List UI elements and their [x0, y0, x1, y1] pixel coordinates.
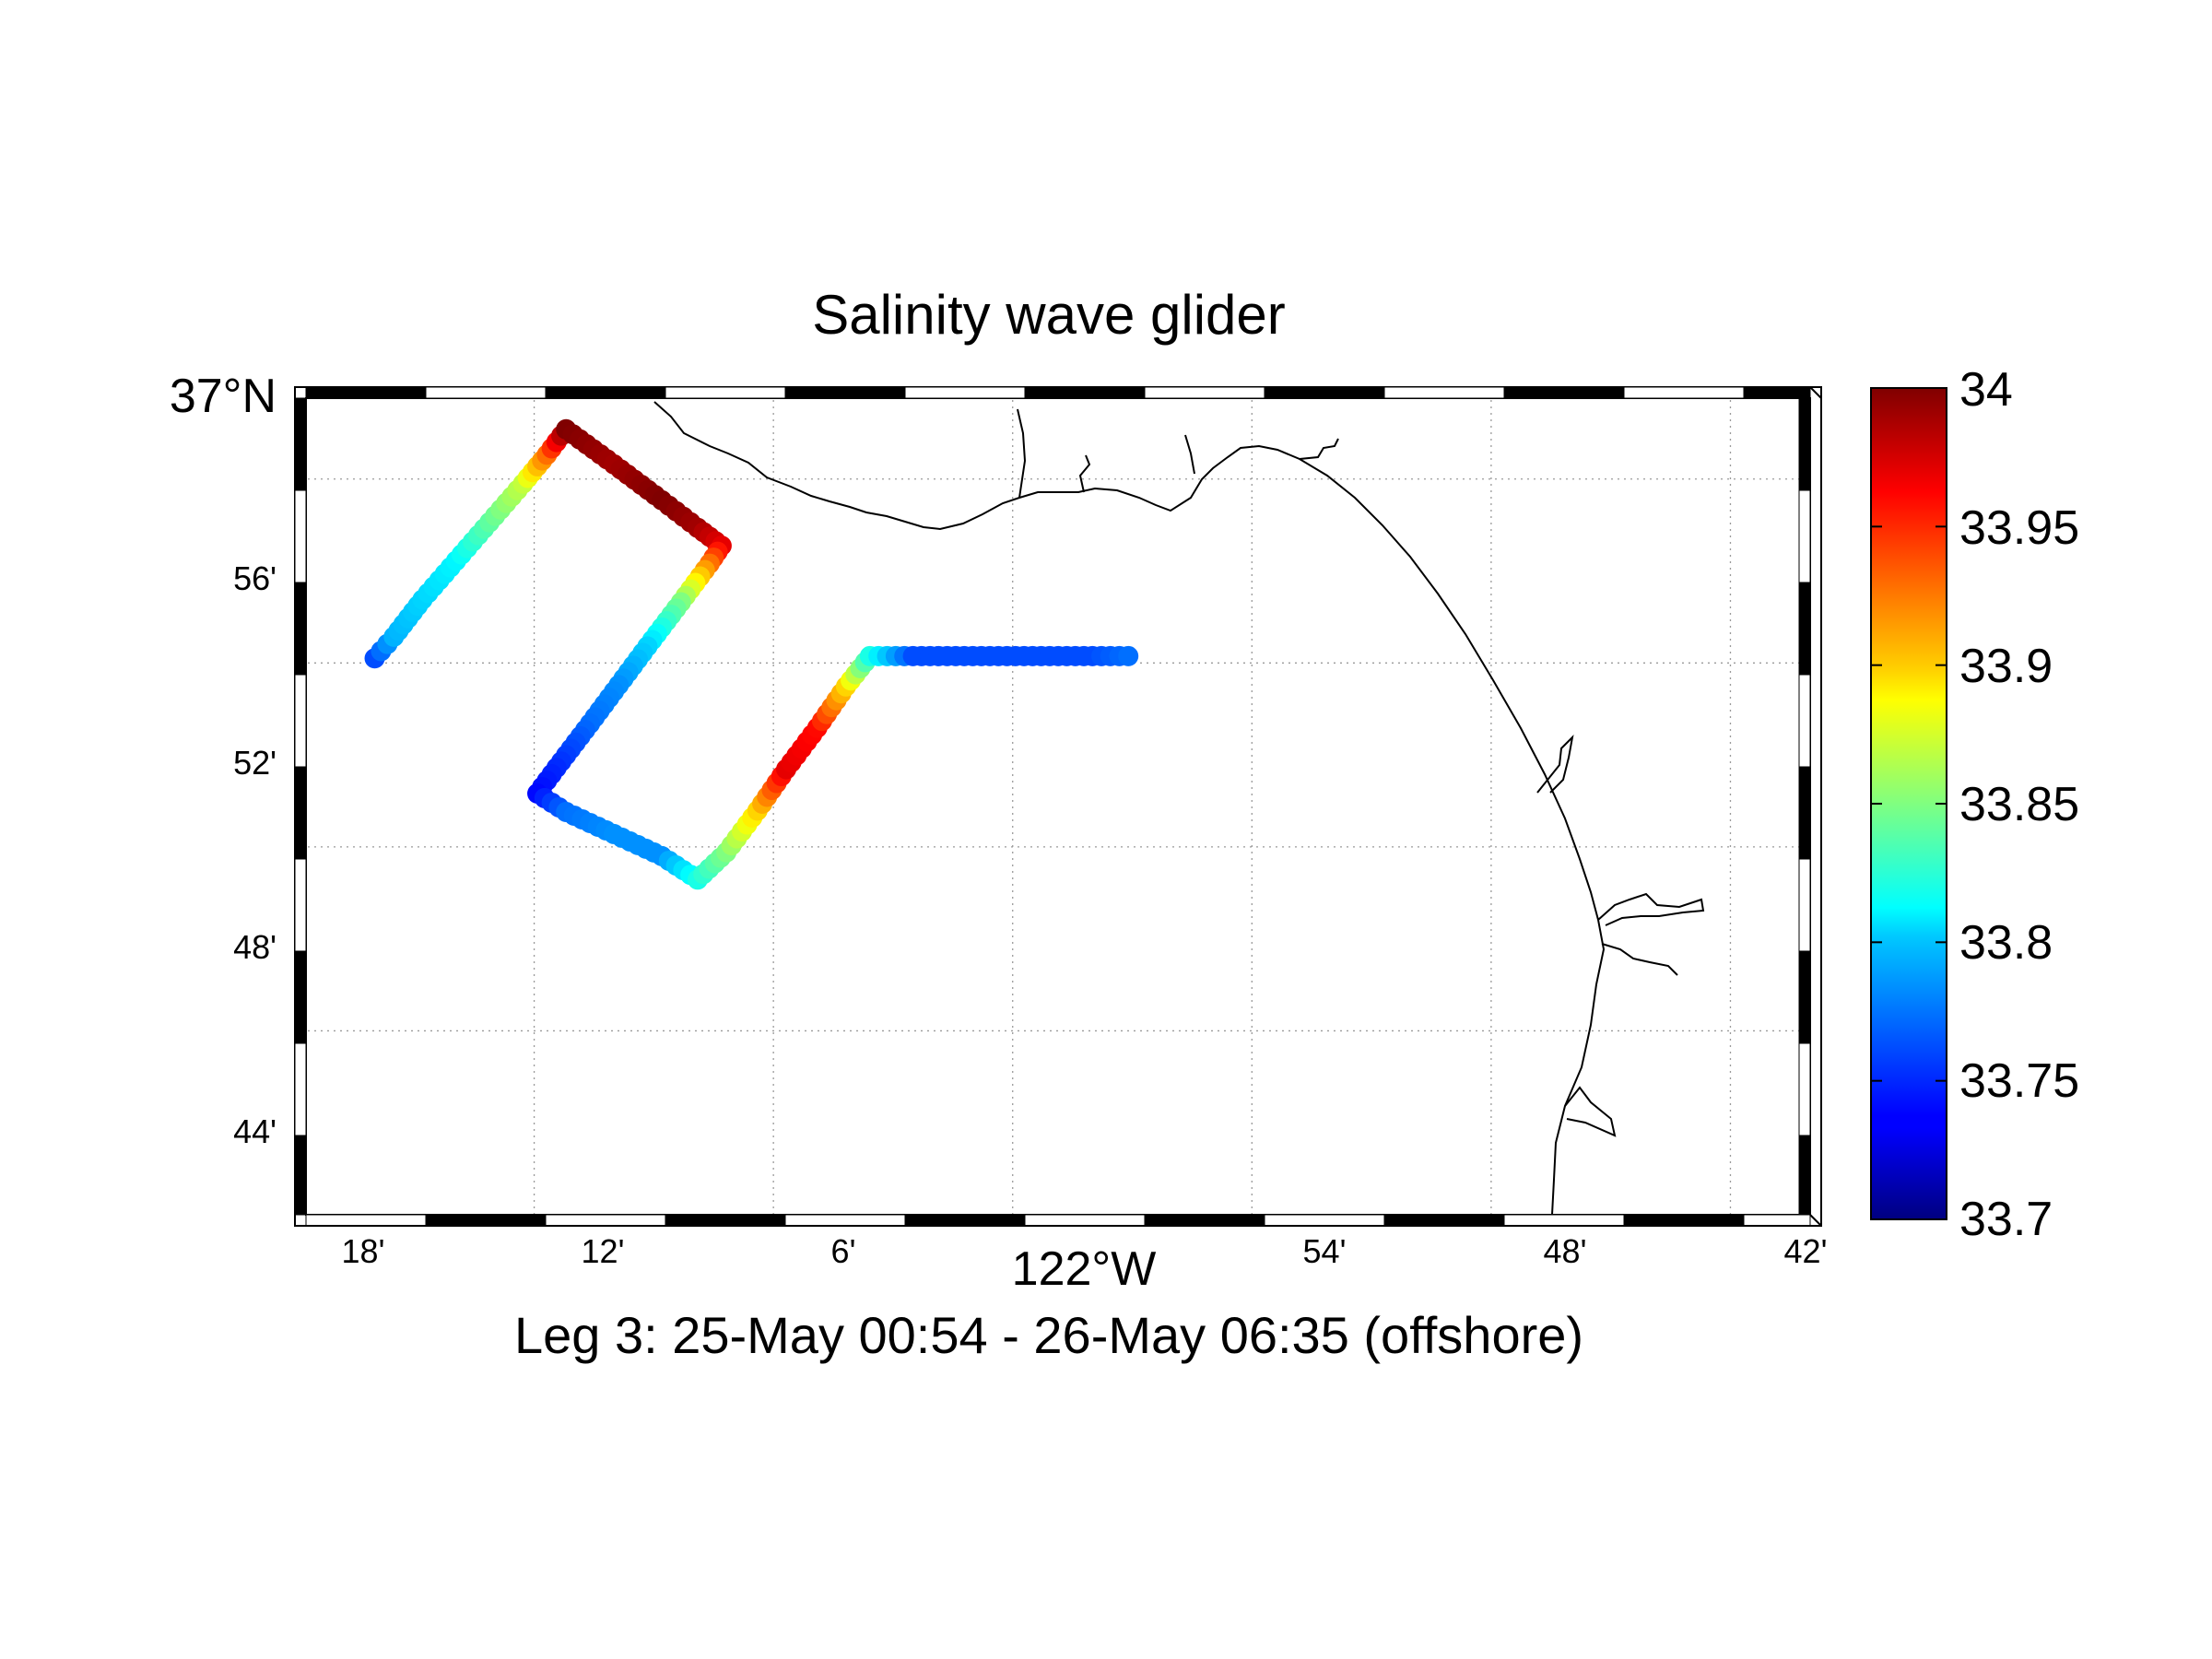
coastline-slough-3: [1601, 943, 1678, 976]
coastline-river-2: [1078, 454, 1091, 493]
coastline: [653, 401, 1705, 1215]
leg-subtitle: Leg 3: 25-May 00:54 - 26-May 06:35 (offs…: [514, 1306, 1583, 1364]
map-frame: [294, 386, 1822, 1227]
colorbar: 34 33.95 33.9 33.85 33.8 33.75 33.7: [1870, 363, 2079, 1246]
lat-tick-label: 44': [233, 1112, 276, 1150]
map-plot-area: [294, 386, 1822, 1227]
colorbar-tick-label: 33.85: [1959, 778, 2079, 831]
lon-tick-label: 12': [582, 1232, 625, 1270]
track-point: [1118, 645, 1139, 666]
lon-tick-label: 122°W: [1012, 1242, 1157, 1296]
colorbar-ticks: [1871, 387, 1947, 1220]
lon-tick-label: 6': [831, 1232, 856, 1270]
coastline-river-3: [1184, 434, 1195, 475]
lat-tick-label: 56': [233, 559, 276, 597]
glider-track: [364, 418, 1139, 890]
coastline-river-4: [1299, 438, 1339, 460]
colorbar-tick-label: 33.95: [1959, 501, 2079, 555]
coastline-harbor: [1564, 1086, 1617, 1137]
lon-tick-label: 18': [342, 1232, 385, 1270]
coastline-slough-1: [1536, 735, 1574, 794]
coastline-main: [653, 401, 1606, 1215]
colorbar-tick-label: 33.9: [1959, 640, 2053, 693]
lat-tick-label: 52': [233, 744, 276, 782]
colorbar-tick-label: 33.8: [1959, 916, 2053, 970]
lat-tick-label: 37°N: [170, 370, 276, 423]
coastline-slough-2: [1597, 892, 1705, 926]
colorbar-tick-label: 33.7: [1959, 1193, 2053, 1246]
lon-tick-label: 54': [1303, 1232, 1347, 1270]
lon-tick-label: 42': [1784, 1232, 1828, 1270]
colorbar-gradient: [1870, 387, 1947, 1220]
colorbar-tick-label: 33.75: [1959, 1054, 2079, 1108]
chart-title: Salinity wave glider: [812, 284, 1286, 346]
lon-tick-label: 48': [1544, 1232, 1587, 1270]
coastline-river-1: [1017, 408, 1027, 499]
lat-tick-label: 48': [233, 928, 276, 966]
colorbar-tick-label: 34: [1959, 363, 2013, 417]
